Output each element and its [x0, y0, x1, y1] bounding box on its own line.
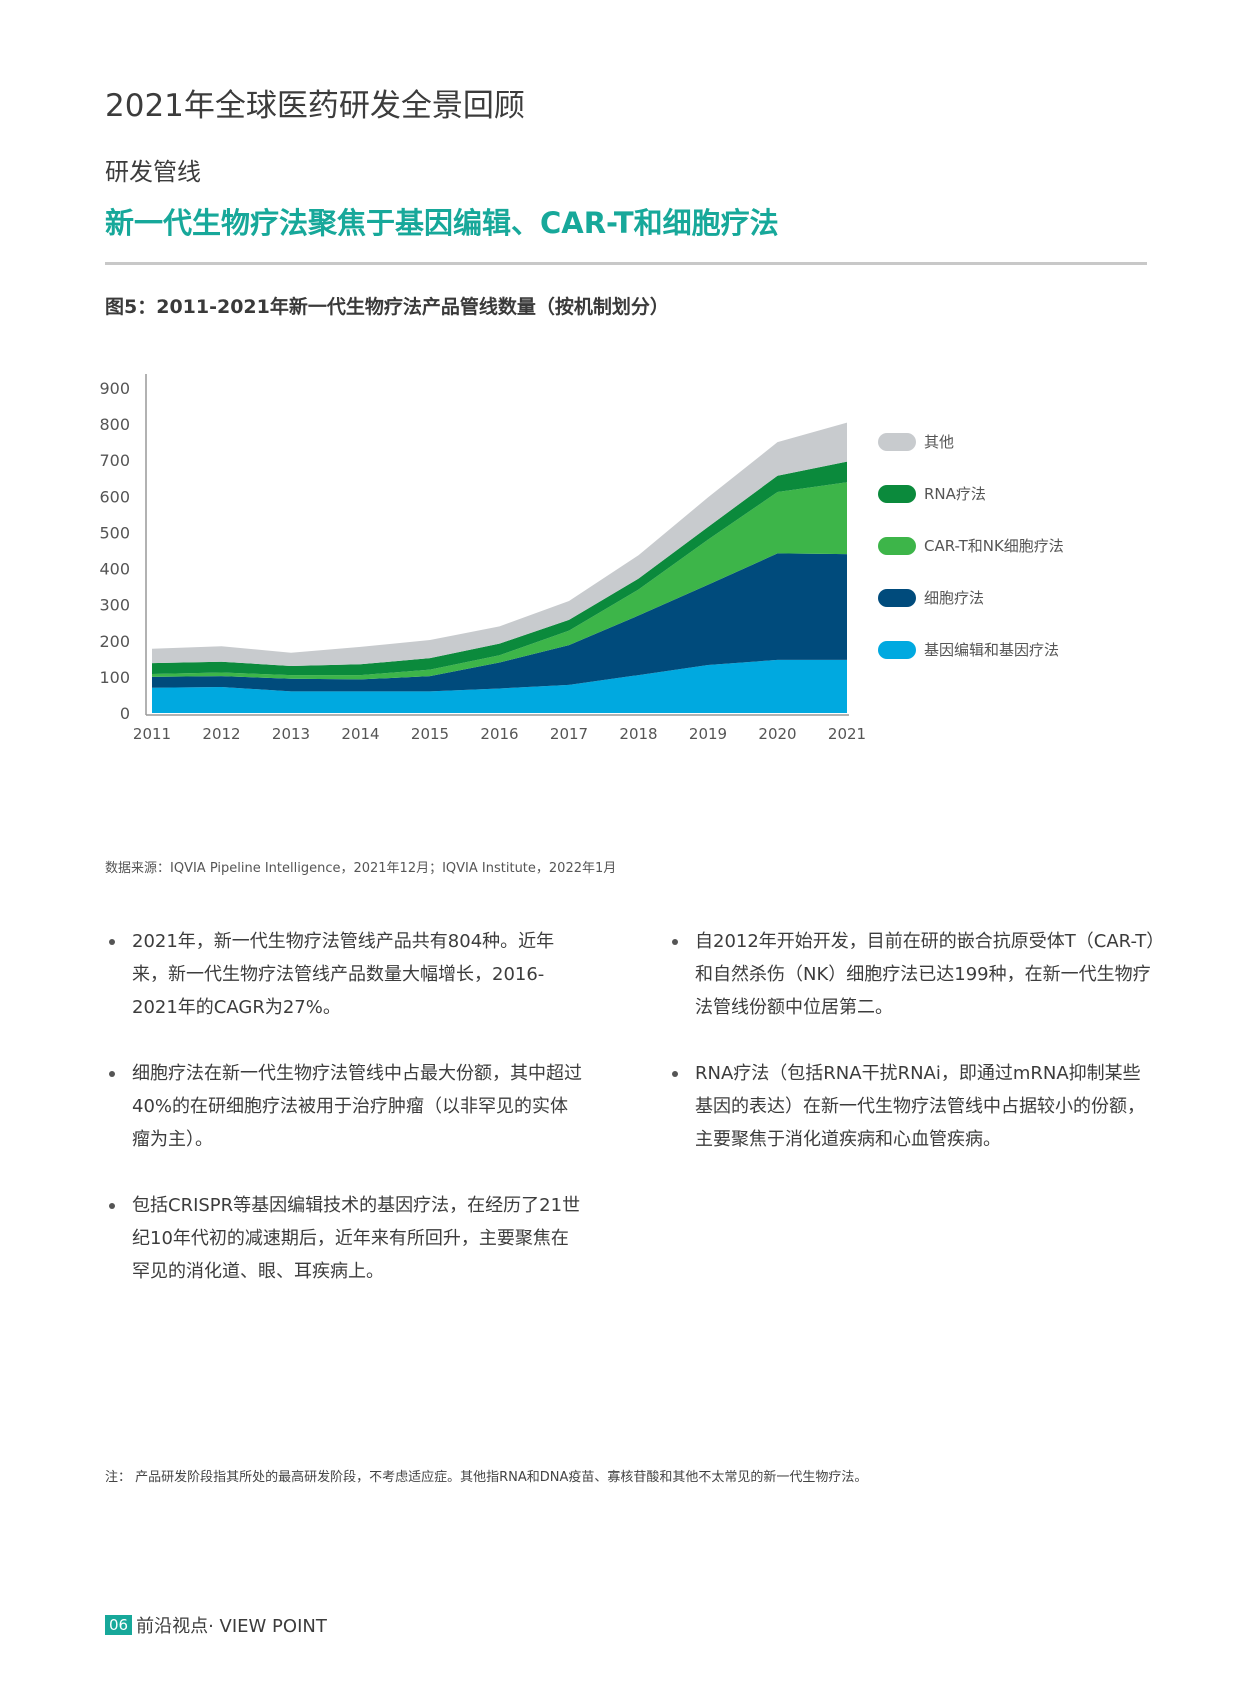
area-chart: 0 100 200 300 400 500 600 700 800 900 2011 2012 2013…	[99, 374, 1064, 743]
bullet-text: 细胞疗法在新一代生物疗法管线中占最大份额，其中超过40%的在研细胞疗法被用于治疗…	[132, 1063, 582, 1150]
area-series	[152, 482, 847, 680]
x-tick-label: 2020	[758, 725, 796, 743]
figure-title: 图5：2011-2021年新一代生物疗法产品管线数量（按机制划分）	[105, 296, 669, 318]
y-tick-label: 300	[99, 596, 130, 615]
legend-swatch	[878, 485, 916, 503]
divider	[105, 262, 1147, 265]
bullet-dot-icon	[672, 939, 678, 945]
footnote: 注： 产品研发阶段指其所处的最高研发阶段，不考虑适应症。其他指RNA和DNA疫苗…	[105, 1470, 868, 1485]
report-title: 2021年全球医药研发全景回顾	[105, 88, 525, 124]
x-tick-label: 2015	[411, 725, 449, 743]
bullet-item: 2021年，新一代生物疗法管线产品共有804种。近年来，新一代生物疗法管线产品数…	[105, 925, 585, 1024]
publication-name: 前沿视点· VIEW POINT	[136, 1616, 327, 1637]
x-tick-label: 2019	[689, 725, 727, 743]
bullet-item: RNA疗法（包括RNA干扰RNAi，即通过mRNA抑制某些基因的表达）在新一代生…	[668, 1057, 1158, 1156]
bullet-list-right: 自2012年开始开发，目前在研的嵌合抗原受体T（CAR-T）和自然杀伤（NK）细…	[668, 925, 1158, 1189]
x-tick-label: 2017	[550, 725, 588, 743]
bullet-item: 自2012年开始开发，目前在研的嵌合抗原受体T（CAR-T）和自然杀伤（NK）细…	[668, 925, 1158, 1024]
bullet-list-left: 2021年，新一代生物疗法管线产品共有804种。近年来，新一代生物疗法管线产品数…	[105, 925, 585, 1321]
headline: 新一代生物疗法聚焦于基因编辑、CAR-T和细胞疗法	[105, 206, 779, 240]
page-footer: 06 前沿视点· VIEW POINT	[105, 1612, 327, 1638]
area-series	[152, 422, 847, 667]
legend-label: CAR-T和NK细胞疗法	[924, 537, 1064, 555]
chart-areas	[152, 422, 847, 713]
x-tick-label: 2013	[272, 725, 310, 743]
y-tick-label: 200	[99, 632, 130, 651]
bullet-item: 包括CRISPR等基因编辑技术的基因疗法，在经历了21世纪10年代初的减速期后，…	[105, 1189, 585, 1288]
legend-swatch	[878, 433, 916, 451]
x-tick-label: 2012	[202, 725, 240, 743]
x-tick-label: 2021	[828, 725, 866, 743]
legend-swatch	[878, 537, 916, 555]
chart-axes	[145, 374, 849, 716]
area-series	[152, 553, 847, 692]
bullet-dot-icon	[109, 1071, 115, 1077]
y-tick-label: 100	[99, 668, 130, 687]
x-tick-label: 2016	[480, 725, 518, 743]
bullet-text: 包括CRISPR等基因编辑技术的基因疗法，在经历了21世纪10年代初的减速期后，…	[132, 1195, 581, 1282]
bullet-text: 自2012年开始开发，目前在研的嵌合抗原受体T（CAR-T）和自然杀伤（NK）细…	[695, 931, 1156, 1018]
y-tick-label: 400	[99, 560, 130, 579]
bullet-dot-icon	[109, 939, 115, 945]
y-tick-label: 900	[99, 379, 130, 398]
bullet-dot-icon	[109, 1203, 115, 1209]
legend-swatch	[878, 641, 916, 659]
chart-ticks: 0 100 200 300 400 500 600 700 800 900 2011 2012 2013…	[99, 379, 866, 743]
legend-swatch	[878, 589, 916, 607]
y-tick-label: 500	[99, 523, 130, 542]
y-tick-label: 0	[120, 704, 130, 723]
y-tick-label: 800	[99, 415, 130, 434]
x-tick-label: 2014	[341, 725, 379, 743]
bullet-item: 细胞疗法在新一代生物疗法管线中占最大份额，其中超过40%的在研细胞疗法被用于治疗…	[105, 1057, 585, 1156]
legend-label: 其他	[924, 433, 954, 451]
x-tick-label: 2018	[619, 725, 657, 743]
x-tick-label: 2011	[133, 725, 171, 743]
legend-label: 细胞疗法	[924, 589, 984, 607]
legend-label: 基因编辑和基因疗法	[924, 641, 1059, 659]
section-label: 研发管线	[105, 158, 201, 186]
bullet-text: RNA疗法（包括RNA干扰RNAi，即通过mRNA抑制某些基因的表达）在新一代生…	[695, 1063, 1145, 1150]
page-number: 06	[105, 1615, 133, 1635]
legend-label: RNA疗法	[924, 485, 986, 503]
area-series	[152, 659, 847, 713]
bullet-dot-icon	[672, 1071, 678, 1077]
y-tick-label: 700	[99, 451, 130, 470]
y-tick-label: 600	[99, 487, 130, 506]
figure-source: 数据来源：IQVIA Pipeline Intelligence，2021年12…	[105, 861, 617, 876]
bullet-text: 2021年，新一代生物疗法管线产品共有804种。近年来，新一代生物疗法管线产品数…	[132, 931, 555, 1018]
area-series	[152, 461, 847, 676]
